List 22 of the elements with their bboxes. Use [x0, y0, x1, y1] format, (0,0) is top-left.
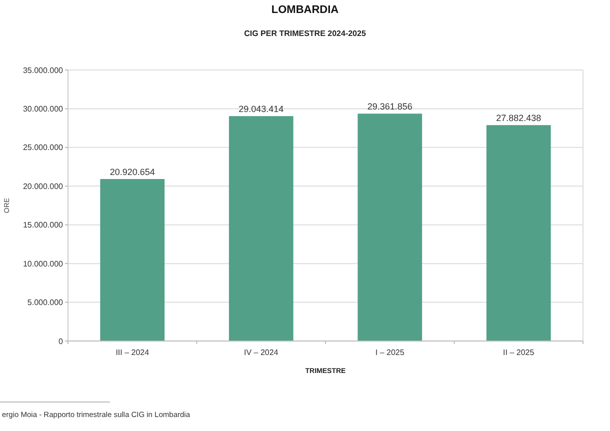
y-tick-label: 10.000.000 [22, 259, 64, 268]
data-label: 27.882.438 [496, 113, 542, 124]
x-tick-label: I – 2025 [375, 348, 405, 357]
x-tick-label: III – 2024 [116, 348, 150, 357]
y-tick-label: 15.000.000 [22, 220, 64, 230]
data-label: 29.043.414 [238, 104, 284, 114]
chart-subtitle: CIG PER TRIMESTRE 2024-2025 [244, 29, 366, 38]
x-tick-label: IV – 2024 [244, 348, 279, 357]
y-tick-label: 35.000.000 [22, 66, 64, 75]
x-tick-label: II – 2025 [503, 348, 535, 357]
bar [358, 114, 422, 341]
bar [228, 116, 294, 341]
y-tick-label: 5.000.000 [27, 298, 64, 308]
bar [486, 125, 551, 341]
y-tick-label: 30.000.000 [22, 104, 64, 114]
y-tick-label: 0 [58, 336, 64, 346]
bar [100, 179, 165, 341]
chart-title: LOMBARDIA [271, 4, 339, 16]
y-tick-label: 20.000.000 [22, 182, 64, 191]
data-label: 20.920.654 [110, 167, 155, 178]
data-label: 29.361.856 [367, 102, 412, 112]
y-tick-label: 25.000.000 [22, 143, 64, 152]
